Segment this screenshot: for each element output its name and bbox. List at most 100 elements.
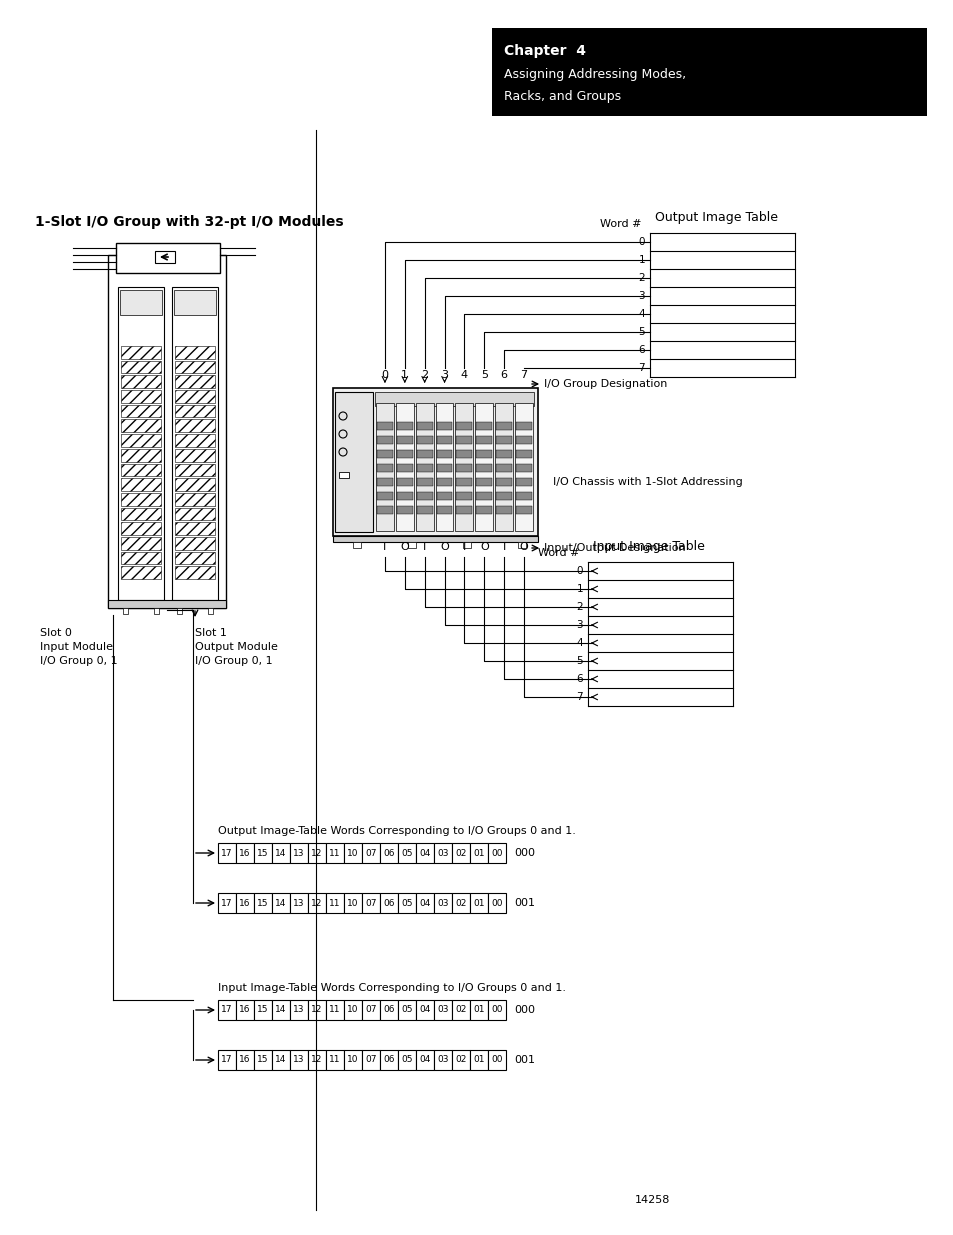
Bar [272,844,290,863]
Bar [344,1050,361,1070]
Bar [416,450,432,458]
Text: 01: 01 [473,1005,484,1014]
Bar [416,464,432,472]
Bar [208,608,213,614]
Text: 06: 06 [383,1056,395,1065]
Bar [290,1000,308,1020]
Text: 01: 01 [473,848,484,857]
Text: I: I [383,542,386,552]
Bar [121,375,161,388]
Bar [121,567,161,579]
Text: 5: 5 [576,656,582,666]
Bar [436,506,452,514]
Text: 07: 07 [365,1056,376,1065]
Bar [121,420,161,432]
Bar [376,450,393,458]
Text: 12: 12 [311,899,322,908]
Text: 13: 13 [293,1005,304,1014]
Text: 17: 17 [221,848,233,857]
Text: 16: 16 [239,899,251,908]
Text: 05: 05 [401,848,413,857]
Bar [396,492,413,500]
Bar [488,844,505,863]
Text: 12: 12 [311,1005,322,1014]
Bar [272,1000,290,1020]
Text: 15: 15 [257,1056,269,1065]
Bar [173,290,215,315]
Bar [516,422,532,430]
Text: O: O [479,542,488,552]
Text: 04: 04 [419,899,430,908]
Bar [218,893,235,913]
Bar [516,436,532,445]
Bar [476,478,492,487]
Bar [174,390,214,403]
Bar [488,893,505,913]
Bar [123,608,128,614]
Bar [333,536,537,542]
Bar [121,361,161,373]
Bar [290,844,308,863]
Bar [308,844,326,863]
Bar [517,542,525,548]
Bar [379,1050,397,1070]
Text: 06: 06 [383,899,395,908]
Bar [416,403,434,531]
Bar [174,420,214,432]
Text: 10: 10 [347,848,358,857]
Bar [452,1000,470,1020]
Bar [492,28,926,116]
Bar [496,450,512,458]
Bar [516,506,532,514]
Bar [121,537,161,550]
Bar [396,506,413,514]
Bar [235,893,253,913]
Text: 5: 5 [480,370,487,380]
Bar [121,405,161,417]
Text: 00: 00 [491,1056,502,1065]
Bar [379,844,397,863]
Bar [344,844,361,863]
Bar [436,478,452,487]
Bar [326,844,344,863]
Text: 000: 000 [514,848,535,858]
Bar [235,1050,253,1070]
Bar [308,1000,326,1020]
Text: Chapter  4: Chapter 4 [503,44,585,58]
Bar [397,1050,416,1070]
Text: Slot 0: Slot 0 [40,629,71,638]
Bar [290,893,308,913]
Bar [456,436,472,445]
Text: 01: 01 [473,899,484,908]
Text: 16: 16 [239,1056,251,1065]
Text: 13: 13 [293,899,304,908]
Text: 10: 10 [347,1005,358,1014]
Text: 7: 7 [638,363,644,373]
Bar [361,1000,379,1020]
Bar [253,893,272,913]
Bar [376,478,393,487]
Bar [408,542,416,548]
Bar [434,844,452,863]
Bar [396,436,413,445]
Bar [235,1000,253,1020]
Bar [496,506,512,514]
Bar [416,436,432,445]
Bar [253,1000,272,1020]
Bar [476,492,492,500]
Text: 1: 1 [576,584,582,594]
Bar [470,1050,488,1070]
Text: 05: 05 [401,899,413,908]
Bar [218,844,235,863]
Bar [121,463,161,477]
Bar [452,1050,470,1070]
Bar [476,450,492,458]
Bar [333,388,537,536]
Text: 14: 14 [275,1005,287,1014]
Bar [174,522,214,535]
Text: I/O Chassis with 1-Slot Addressing: I/O Chassis with 1-Slot Addressing [553,477,742,487]
Bar [361,1050,379,1070]
Bar [376,492,393,500]
Bar [416,422,432,430]
Text: 16: 16 [239,1005,251,1014]
